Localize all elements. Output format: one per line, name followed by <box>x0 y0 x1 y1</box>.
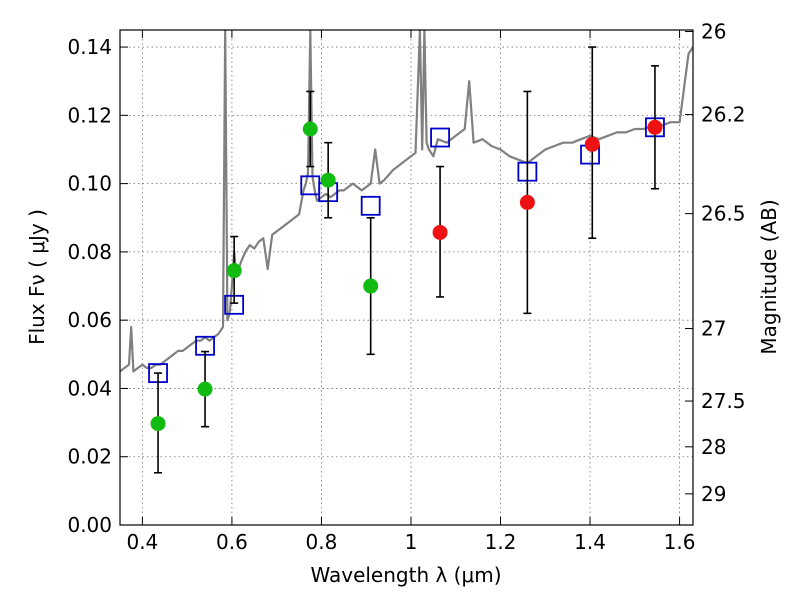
magnitude-tick-label: 27.5 <box>701 389 746 413</box>
detection-point <box>320 172 336 188</box>
y-tick-label: 0.02 <box>67 445 112 469</box>
detection-point <box>197 381 213 397</box>
ticks: 0.4 0.6 0.8 1 1.2 1.4 1.6 0.00 0.02 0.04 0.06 0.08 0… <box>67 20 745 554</box>
y-tick-label: 0.10 <box>67 172 112 196</box>
y-tick-label: 0.12 <box>67 103 112 127</box>
grid <box>120 30 693 525</box>
plot-area <box>120 30 693 474</box>
detection-point <box>226 263 242 279</box>
y-tick-label: 0.04 <box>67 376 112 400</box>
detection-point <box>363 278 379 294</box>
x-axis-title: Wavelength λ (μm) <box>310 563 501 587</box>
magnitude-tick-label: 29 <box>701 482 726 506</box>
model-photometry-square <box>430 127 450 148</box>
upper-limit-point <box>584 136 600 152</box>
detection-point <box>302 121 318 137</box>
x-tick-label: 1.6 <box>664 530 696 554</box>
plot-frame <box>119 29 694 526</box>
y-axis-title: Flux Fν ( μJy ) <box>25 209 49 345</box>
x-tick-label: 1 <box>405 530 418 554</box>
upper-limit-point <box>432 224 448 240</box>
magnitude-tick-label: 26 <box>701 20 726 44</box>
upper-limit-point <box>519 194 535 210</box>
y-tick-label: 0.06 <box>67 308 112 332</box>
detection-point <box>150 416 166 432</box>
model-photometry-square <box>360 195 381 216</box>
magnitude-tick-label: 27 <box>701 317 726 341</box>
magnitude-tick-label: 28 <box>701 435 726 459</box>
y-tick-label: 0.00 <box>67 513 112 537</box>
magnitude-axis-title: Magnitude (AB) <box>757 199 781 354</box>
y-tick-label: 0.14 <box>67 35 112 59</box>
y-tick-label: 0.08 <box>67 240 112 264</box>
magnitude-tick-label: 26.5 <box>701 202 746 226</box>
magnitude-tick-label: 26.2 <box>701 103 746 127</box>
x-tick-label: 0.6 <box>216 530 248 554</box>
x-tick-label: 1.4 <box>574 530 606 554</box>
x-tick-label: 0.4 <box>126 530 158 554</box>
x-tick-label: 0.8 <box>306 530 338 554</box>
upper-limit-point <box>647 119 663 135</box>
x-tick-label: 1.2 <box>485 530 517 554</box>
